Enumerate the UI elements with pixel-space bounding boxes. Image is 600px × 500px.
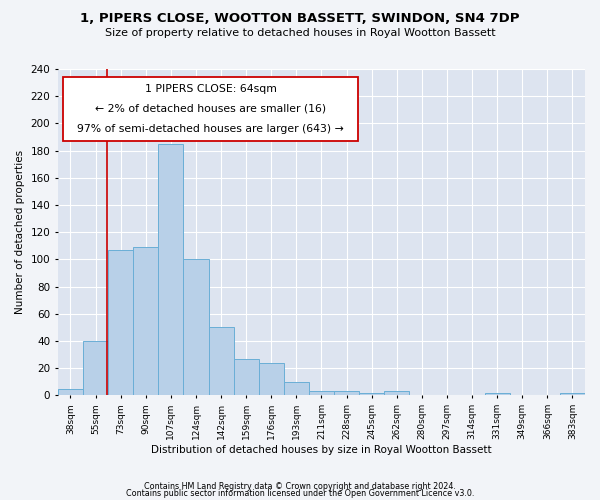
- Bar: [58, 388, 83, 396]
- Text: 1 PIPERS CLOSE: 64sqm: 1 PIPERS CLOSE: 64sqm: [145, 84, 277, 94]
- Bar: [83, 341, 108, 396]
- Bar: [209, 328, 233, 396]
- Bar: [334, 392, 359, 396]
- Bar: [184, 260, 209, 396]
- Bar: [108, 250, 133, 396]
- Y-axis label: Number of detached properties: Number of detached properties: [15, 150, 25, 314]
- Bar: [309, 392, 334, 396]
- Bar: [485, 392, 510, 396]
- Text: Size of property relative to detached houses in Royal Wootton Bassett: Size of property relative to detached ho…: [104, 28, 496, 38]
- FancyBboxPatch shape: [63, 77, 358, 141]
- Text: 1, PIPERS CLOSE, WOOTTON BASSETT, SWINDON, SN4 7DP: 1, PIPERS CLOSE, WOOTTON BASSETT, SWINDO…: [80, 12, 520, 26]
- Text: Contains public sector information licensed under the Open Government Licence v3: Contains public sector information licen…: [126, 488, 474, 498]
- Bar: [560, 392, 585, 396]
- Text: ← 2% of detached houses are smaller (16): ← 2% of detached houses are smaller (16): [95, 104, 326, 114]
- Text: 97% of semi-detached houses are larger (643) →: 97% of semi-detached houses are larger (…: [77, 124, 344, 134]
- Bar: [233, 358, 259, 396]
- Bar: [133, 247, 158, 396]
- Bar: [158, 144, 184, 396]
- Bar: [359, 392, 384, 396]
- Text: Contains HM Land Registry data © Crown copyright and database right 2024.: Contains HM Land Registry data © Crown c…: [144, 482, 456, 491]
- Bar: [384, 392, 409, 396]
- X-axis label: Distribution of detached houses by size in Royal Wootton Bassett: Distribution of detached houses by size …: [151, 445, 492, 455]
- Bar: [259, 363, 284, 396]
- Bar: [284, 382, 309, 396]
